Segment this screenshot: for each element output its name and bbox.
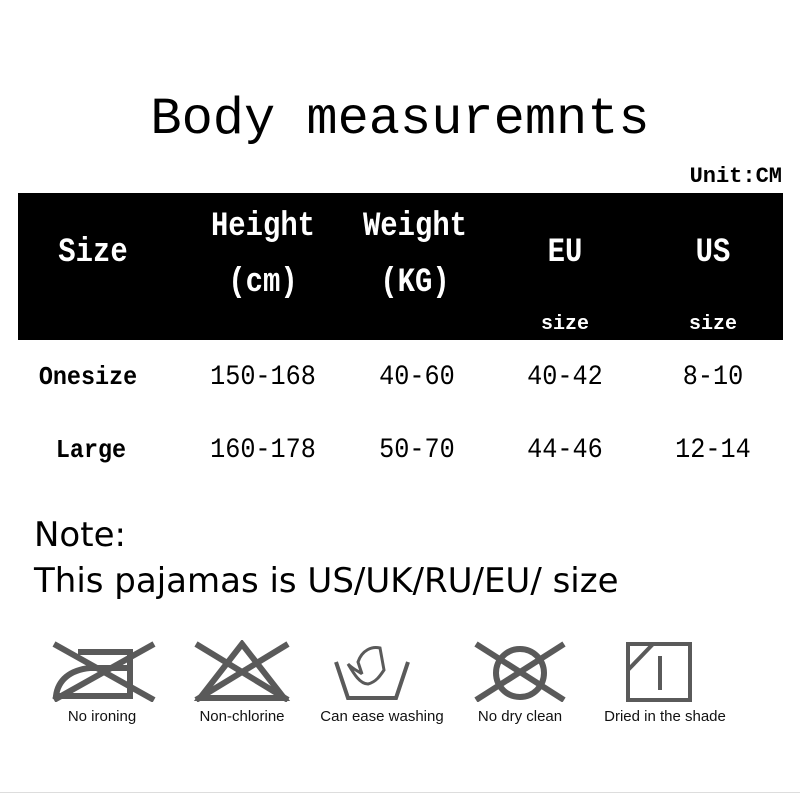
header-us: US bbox=[695, 234, 731, 272]
header-us-sub: size bbox=[688, 313, 737, 336]
row-height: 160-178 bbox=[210, 435, 316, 466]
row-eu: 40-42 bbox=[527, 362, 603, 393]
row-us: 8-10 bbox=[682, 362, 744, 393]
table-header: Size Height (cm) Weight (KG) EU size US … bbox=[18, 193, 783, 340]
care-label: Non-chlorine bbox=[199, 708, 285, 725]
divider bbox=[0, 792, 800, 793]
care-label: No ironing bbox=[67, 708, 137, 725]
non-chlorine-icon bbox=[192, 640, 292, 702]
note-text: This pajamas is US/UK/RU/EU/ size bbox=[34, 561, 619, 601]
hand-wash-icon bbox=[332, 640, 412, 702]
row-size: Onesize bbox=[38, 362, 138, 392]
row-eu: 44-46 bbox=[527, 435, 603, 466]
row-us: 12-14 bbox=[675, 435, 751, 466]
header-eu-sub: size bbox=[540, 313, 589, 336]
dry-in-shade-icon bbox=[625, 640, 695, 702]
care-label: Can ease washing bbox=[320, 708, 444, 725]
unit-label: Unit:CM bbox=[689, 164, 782, 189]
row-weight: 40-60 bbox=[379, 362, 455, 393]
header-weight-unit: (KG) bbox=[380, 264, 450, 302]
no-ironing-icon bbox=[50, 640, 160, 702]
row-size: Large bbox=[55, 435, 127, 465]
care-label: Dried in the shade bbox=[604, 708, 726, 725]
header-height: Height bbox=[210, 208, 316, 246]
header-weight: Weight bbox=[362, 208, 468, 246]
note-label: Note: bbox=[34, 515, 126, 555]
row-weight: 50-70 bbox=[379, 435, 455, 466]
header-eu: EU bbox=[547, 234, 583, 272]
care-label: No dry clean bbox=[477, 708, 563, 725]
header-height-unit: (cm) bbox=[228, 264, 298, 302]
no-dry-clean-icon bbox=[470, 640, 570, 702]
header-size: Size bbox=[58, 234, 128, 272]
row-height: 150-168 bbox=[210, 362, 316, 393]
page-title: Body measuremnts bbox=[150, 90, 650, 149]
